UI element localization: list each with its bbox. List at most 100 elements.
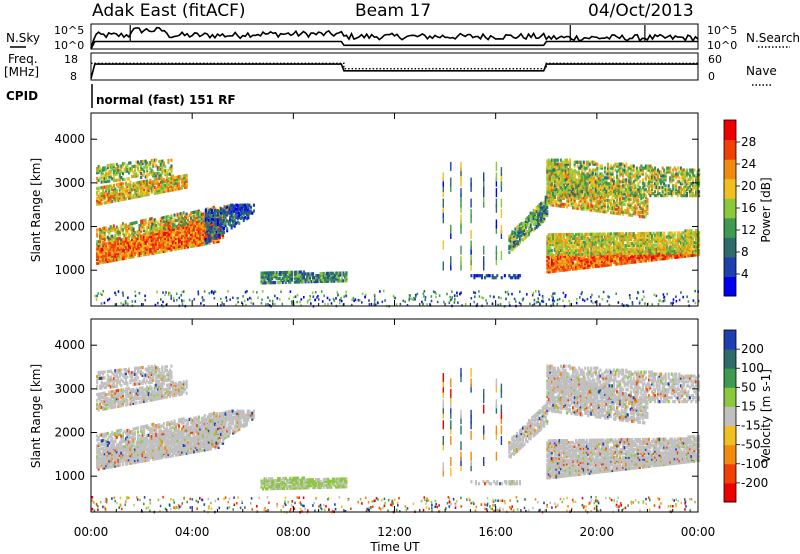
power-cell-4723: [619, 196, 622, 200]
power-cell-3966: [669, 245, 672, 249]
power-cell-740: [187, 237, 190, 241]
power-cell-2903: [588, 261, 591, 265]
power-cell-4591: [597, 181, 600, 186]
power-cell-677: [176, 232, 179, 236]
power-cell-1943: [159, 161, 162, 165]
power-cell-3891: [655, 235, 658, 239]
power-cell-2263: [266, 271, 269, 275]
power-cell-1307: [197, 219, 200, 223]
power-cell-2838: [573, 253, 576, 257]
power-cell-2948: [599, 262, 602, 266]
power-cell-2674: [544, 209, 547, 213]
power-cell-2455: [334, 277, 337, 281]
power-cell-3522: [593, 244, 596, 248]
power-cell-4618: [602, 198, 605, 202]
power-cell-4956: [558, 184, 561, 188]
power-cell-3323: [558, 237, 561, 241]
power-cell-3313: [556, 239, 559, 243]
power-cell-1234: [170, 226, 173, 230]
power-cell-844: [202, 236, 205, 240]
power-cell-676: [176, 234, 179, 238]
power-cell-3254: [547, 251, 550, 255]
power-cell-3010: [614, 260, 617, 264]
power-cell-3597: [605, 236, 608, 240]
power-cell-603: [164, 230, 167, 234]
power-cell-1506: [124, 181, 127, 185]
power-cell-3687: [620, 238, 623, 242]
power-cell-198: [182, 246, 185, 250]
power-cell-2628: [537, 220, 540, 224]
power-cell-2349: [296, 276, 299, 280]
power-cell-829: [199, 223, 202, 227]
power-cell-551: [155, 234, 158, 238]
power-cell-2605: [532, 214, 535, 218]
power-cell-59: [120, 257, 123, 261]
power-cell-2675: [544, 207, 547, 211]
power-cell-4374: [570, 201, 573, 206]
power-cell-3719: [626, 243, 629, 248]
power-cell-2861: [579, 264, 582, 268]
power-cell-1085: [121, 232, 124, 236]
power-cell-1768: [100, 170, 103, 174]
power-cell-747: [188, 240, 191, 244]
power-cell-4182: [549, 199, 552, 203]
power-cell-1069: [115, 229, 118, 233]
power-cell-1684: [168, 177, 171, 181]
power-cell-1044: [108, 227, 111, 231]
power-cell-4955: [558, 188, 561, 192]
power-cell-2881: [584, 266, 587, 270]
power-cell-21: [103, 256, 106, 260]
power-cell-2051: [215, 217, 218, 222]
power-cell-1266: [181, 219, 184, 223]
power-cell-1452: [112, 191, 115, 195]
power-cell-2306: [283, 276, 286, 280]
power-cell-616: [167, 244, 170, 248]
power-cell-2684: [546, 209, 549, 214]
power-cell-3881: [654, 243, 657, 247]
power-cell-3808: [641, 247, 644, 251]
power-cell-3196: [675, 253, 678, 257]
power-cell-2152: [236, 214, 239, 218]
power-cell-321: [106, 249, 109, 253]
power-cell-3208: [679, 253, 682, 257]
power-cell-3811: [641, 239, 644, 243]
power-cell-3688: [620, 236, 623, 240]
power-cell-2967: [603, 261, 606, 265]
power-cell-1573: [141, 188, 144, 192]
power-cell-4061: [685, 247, 688, 251]
power-cell-3542: [596, 240, 599, 244]
power-cell-3309: [556, 246, 559, 251]
power-cell-2201: [233, 205, 236, 209]
power-cell-4040: [682, 249, 685, 253]
power-cell-1568: [140, 182, 143, 186]
power-cell-2507: [512, 244, 515, 248]
power-cell-1541: [134, 187, 137, 191]
power-cell-4822: [638, 210, 641, 214]
power-cell-1169: [150, 228, 153, 233]
power-cell-1194: [156, 227, 159, 231]
power-cell-2847: [576, 263, 579, 267]
power-cell-811: [197, 239, 200, 243]
power-cell-2857: [578, 258, 581, 263]
power-cell-280: [217, 239, 220, 243]
power-cell-4775: [628, 189, 631, 193]
power-cell-2730: [553, 269, 556, 273]
power-cell-2630: [537, 216, 540, 220]
power-cell-3146: [655, 257, 658, 261]
power-cell-1447: [111, 188, 114, 192]
power-cell-1928: [155, 174, 158, 178]
power-cell-2443: [330, 277, 333, 281]
power-cell-2823: [570, 257, 573, 261]
power-cell-4369: [569, 174, 572, 178]
power-cell-1886: [140, 166, 143, 170]
power-cell-3018: [616, 254, 619, 258]
power-cell-564: [158, 243, 161, 247]
power-cell-4579: [596, 191, 599, 195]
power-cell-2992: [610, 263, 613, 267]
power-cell-1976: [204, 220, 207, 224]
power-cell-3281: [552, 243, 555, 247]
power-cell-4845: [643, 203, 646, 207]
power-cell-725: [184, 229, 187, 233]
power-cell-3587: [603, 238, 606, 242]
power-cell-77: [127, 255, 130, 260]
